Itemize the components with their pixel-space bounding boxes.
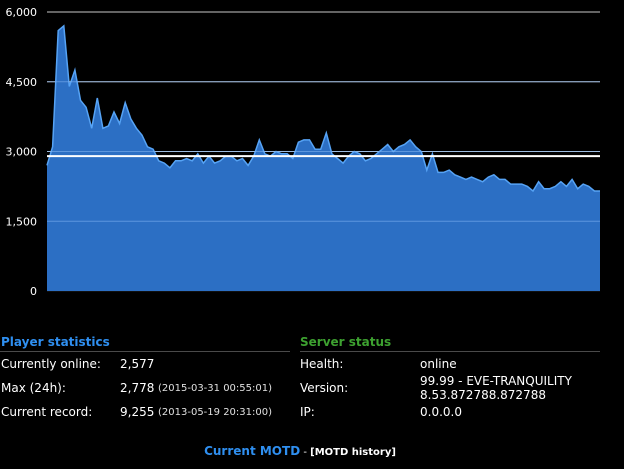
ip-label: IP:	[300, 405, 315, 419]
player-statistics-divider	[0, 351, 290, 352]
server-status-divider	[300, 351, 600, 352]
player-statistics-title: Player statistics	[1, 335, 110, 349]
y-tick-label: 6,000	[6, 6, 38, 19]
health-value: online	[420, 357, 457, 371]
motd-separator: -	[300, 447, 311, 458]
version-label: Version:	[300, 381, 349, 395]
server-status-title: Server status	[300, 335, 392, 349]
currently-online-label: Currently online:	[1, 357, 101, 371]
max-24h-value: 2,778	[120, 381, 155, 395]
ip-value: 0.0.0.0	[420, 405, 462, 419]
chart-reference-layer	[47, 81, 600, 222]
version-value: 99.99 - EVE-TRANQUILITY	[420, 374, 572, 388]
current-record-value: 9,255	[120, 405, 155, 419]
current-record-label: Current record:	[1, 405, 93, 419]
motd-title: Current MOTD	[204, 444, 301, 458]
player-count-chart: 6,000 4,500 3,000 1,500 0	[6, 6, 600, 298]
motd-header: Current MOTD - [MOTD history]	[0, 444, 600, 458]
max-24h-label: Max (24h):	[1, 381, 66, 395]
chart-area-layer	[46, 24, 600, 292]
current-record-timestamp: (2013-05-19 20:31:00)	[158, 407, 273, 418]
chart-y-axis: 6,000 4,500 3,000 1,500 0	[6, 6, 38, 298]
currently-online-value: 2,577	[120, 357, 155, 371]
health-label: Health:	[300, 357, 344, 371]
y-tick-label: 0	[30, 285, 37, 298]
player-count-line	[46, 24, 600, 193]
y-tick-label: 1,500	[6, 215, 38, 228]
version-build-value: 8.53.872788.872788	[420, 388, 546, 402]
y-tick-label: 3,000	[6, 146, 38, 159]
motd-history-link[interactable]: [MOTD history]	[310, 447, 396, 458]
max-24h-timestamp: (2015-03-31 00:55:01)	[158, 383, 273, 394]
player-count-area	[47, 25, 600, 292]
y-tick-label: 4,500	[6, 76, 38, 89]
